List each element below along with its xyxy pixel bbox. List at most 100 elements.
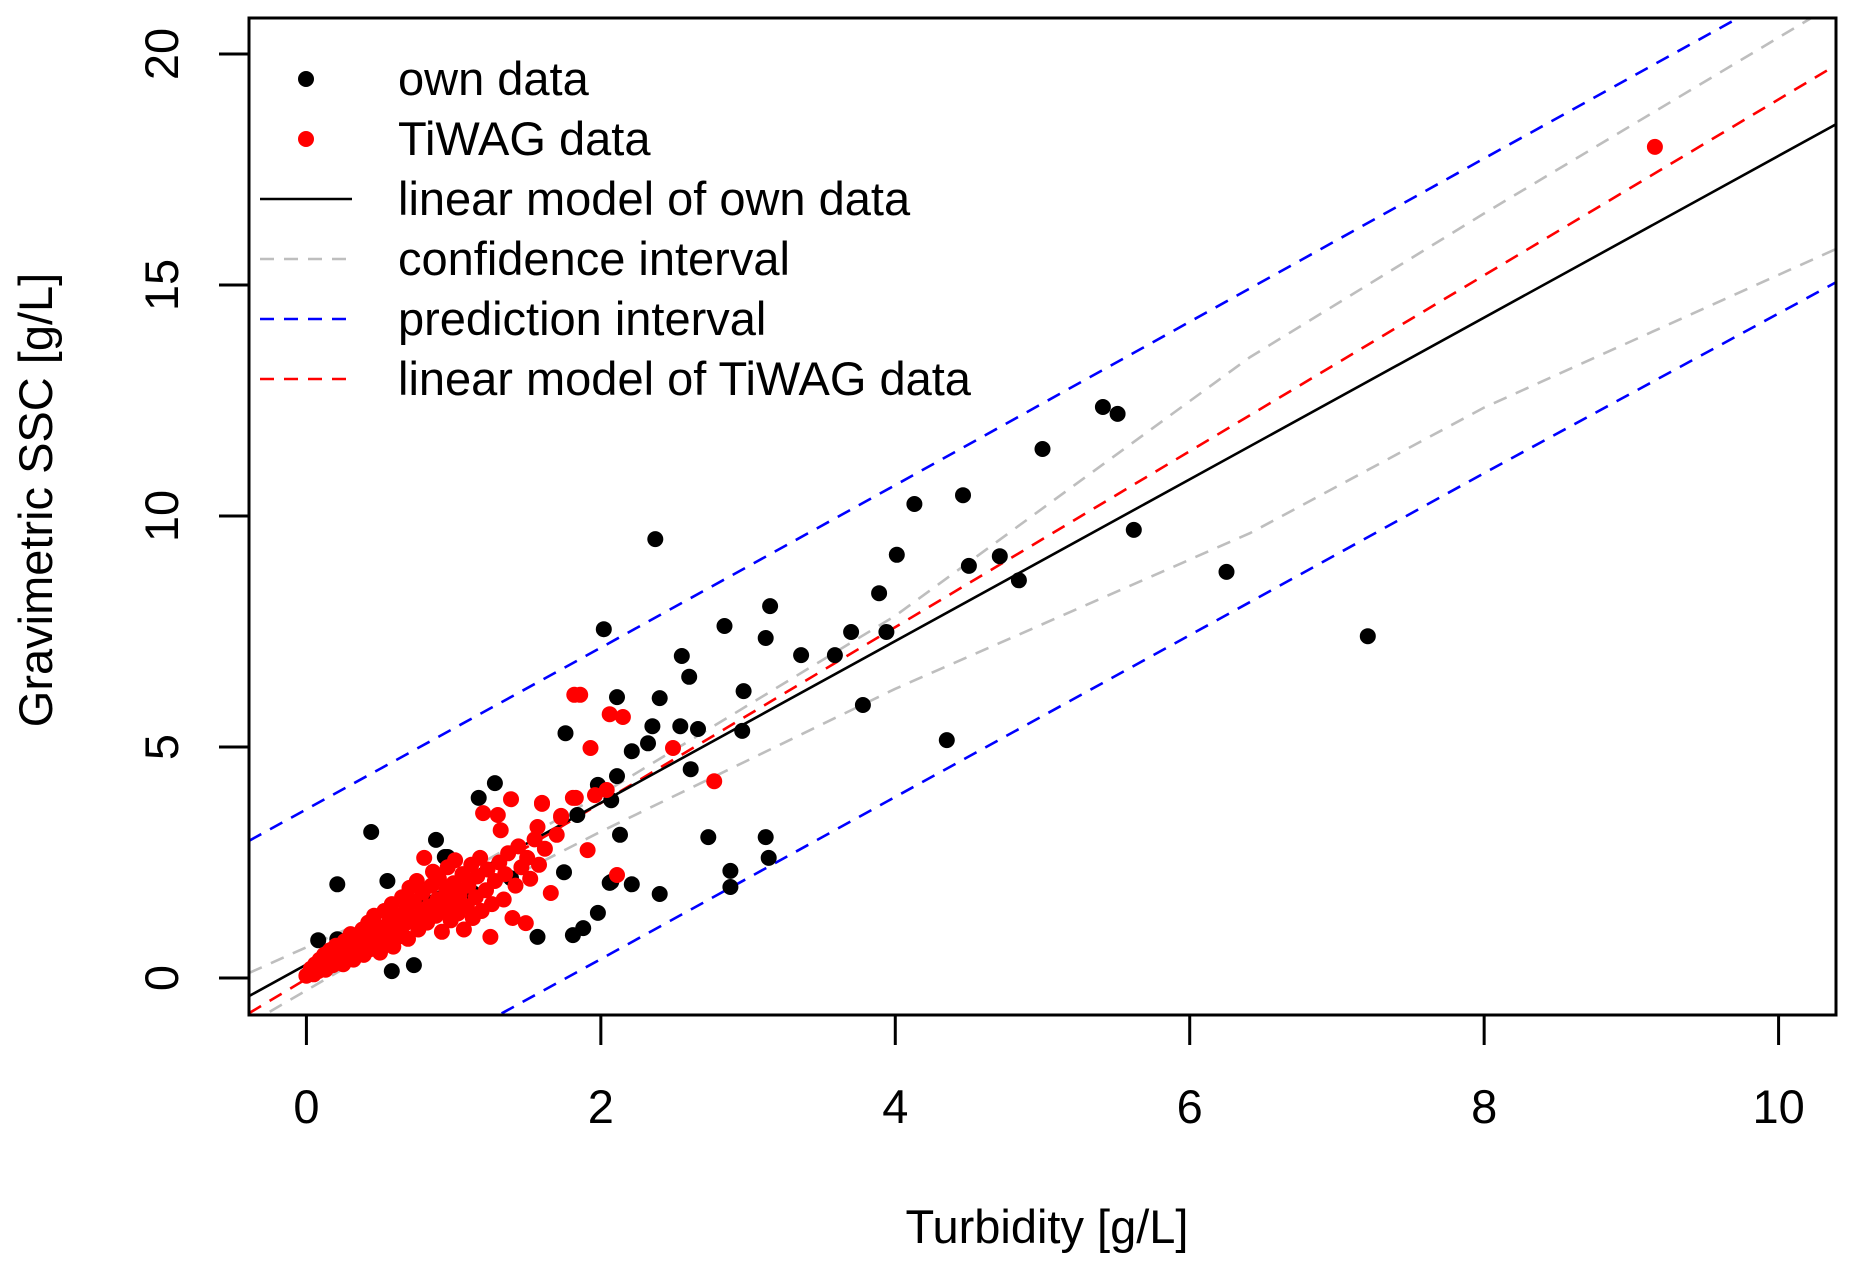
own-data-point [760, 849, 777, 866]
tiwag-data-point [482, 928, 499, 945]
own-data-point [826, 647, 843, 664]
own-data-point [672, 718, 689, 735]
tiwag-data-point [416, 849, 433, 866]
y-tick-label: 15 [135, 259, 188, 311]
legend-item: confidence interval [260, 232, 790, 285]
y-tick-label: 20 [135, 28, 188, 80]
legend-item: TiWAG data [298, 112, 651, 165]
x-axis-title: Turbidity [g/L] [906, 1200, 1189, 1253]
own-data-point [609, 689, 625, 706]
tiwag-data-point [400, 930, 416, 947]
tiwag-data-point [614, 709, 631, 725]
tiwag-data-point [601, 706, 618, 723]
tiwag-data-point [507, 877, 524, 894]
own-data-point [428, 831, 444, 848]
tiwag-data-point [522, 870, 539, 887]
x-axis: 0 2 4 6 8 10 [293, 1015, 1805, 1133]
own-data-point [1109, 405, 1126, 422]
own-data-point [589, 904, 606, 921]
own-data-point [623, 876, 640, 893]
tiwag-model-line [249, 63, 1836, 1015]
own-data-point [569, 807, 586, 823]
prediction-upper-line [249, 18, 1741, 842]
own-data-point [651, 886, 668, 902]
own-data-point [888, 546, 905, 563]
tiwag-data-point [598, 782, 615, 798]
own-data-point [640, 735, 656, 752]
own-data-point [486, 775, 503, 792]
tiwag-data-point [536, 840, 553, 857]
own-data-point [673, 648, 690, 664]
tiwag-data-point [455, 921, 472, 938]
own-data-point [595, 621, 612, 638]
tiwag-data-point [548, 826, 565, 843]
legend-item: linear model of own data [260, 172, 911, 225]
own-data-point [682, 761, 699, 778]
own-data-point [556, 864, 572, 881]
legend-point-marker [298, 71, 314, 87]
tiwag-data-point [447, 852, 464, 869]
tiwag-data-point [531, 856, 547, 873]
own-data-point [690, 721, 706, 737]
own-data-point [557, 725, 574, 742]
tiwag-data-point [504, 910, 521, 926]
own-data-point [1125, 521, 1142, 538]
legend-item: prediction interval [260, 292, 766, 345]
own-data-point [405, 957, 422, 974]
legend-point-marker [298, 131, 314, 147]
tiwag-data-point [497, 866, 514, 883]
tiwag-data-point [1646, 138, 1663, 155]
own-data-point [843, 624, 860, 640]
own-data-point [938, 732, 955, 749]
tiwag-data-point [510, 838, 527, 855]
own-data-point [716, 618, 733, 634]
own-data-point [955, 487, 971, 504]
own-data-point [329, 876, 346, 893]
own-data-point [700, 829, 717, 846]
tiwag-data-point [706, 773, 723, 790]
own-data-point [762, 598, 779, 615]
tiwag-data-point [492, 822, 509, 839]
y-tick-label: 5 [135, 734, 188, 760]
own-data-point [1094, 399, 1111, 415]
legend-label: TiWAG data [398, 112, 651, 165]
x-tick-label: 6 [1177, 1080, 1203, 1133]
own-data-point [906, 496, 923, 512]
legend-item: own data [298, 52, 590, 105]
own-data-point [871, 585, 888, 602]
tiwag-data-point [517, 915, 534, 932]
prediction-lower-line [496, 281, 1836, 1015]
own-data-point [651, 690, 668, 707]
own-data-point [735, 683, 752, 700]
own-data-series [310, 399, 1376, 980]
own-data-point [991, 548, 1008, 565]
own-data-point [529, 928, 546, 945]
own-data-point [960, 557, 977, 574]
own-data-point [1218, 563, 1235, 580]
own-data-point [854, 697, 871, 713]
legend-item: linear model of TiWAG data [260, 352, 972, 405]
tiwag-data-point [472, 849, 489, 866]
x-tick-label: 2 [588, 1080, 614, 1133]
own-data-point [1034, 441, 1051, 457]
tiwag-data-point [526, 831, 543, 848]
tiwag-data-point [519, 849, 536, 866]
tiwag-data-series [298, 138, 1663, 984]
legend: own data TiWAG data linear model of own da… [260, 52, 972, 405]
own-data-point [575, 920, 592, 937]
tiwag-data-point [503, 791, 519, 808]
x-tick-label: 10 [1752, 1080, 1804, 1133]
tiwag-data-point [433, 923, 450, 940]
y-tick-label: 0 [135, 965, 188, 991]
tiwag-data-point [489, 807, 506, 823]
own-data-point [757, 630, 774, 646]
tiwag-data-point [475, 805, 492, 822]
tiwag-data-point [582, 740, 599, 756]
x-tick-label: 0 [293, 1080, 319, 1133]
own-data-point [310, 932, 327, 949]
tiwag-data-point [567, 789, 584, 806]
own-data-point [609, 768, 625, 785]
tiwag-data-point [372, 944, 388, 961]
tiwag-data-point [479, 861, 496, 878]
